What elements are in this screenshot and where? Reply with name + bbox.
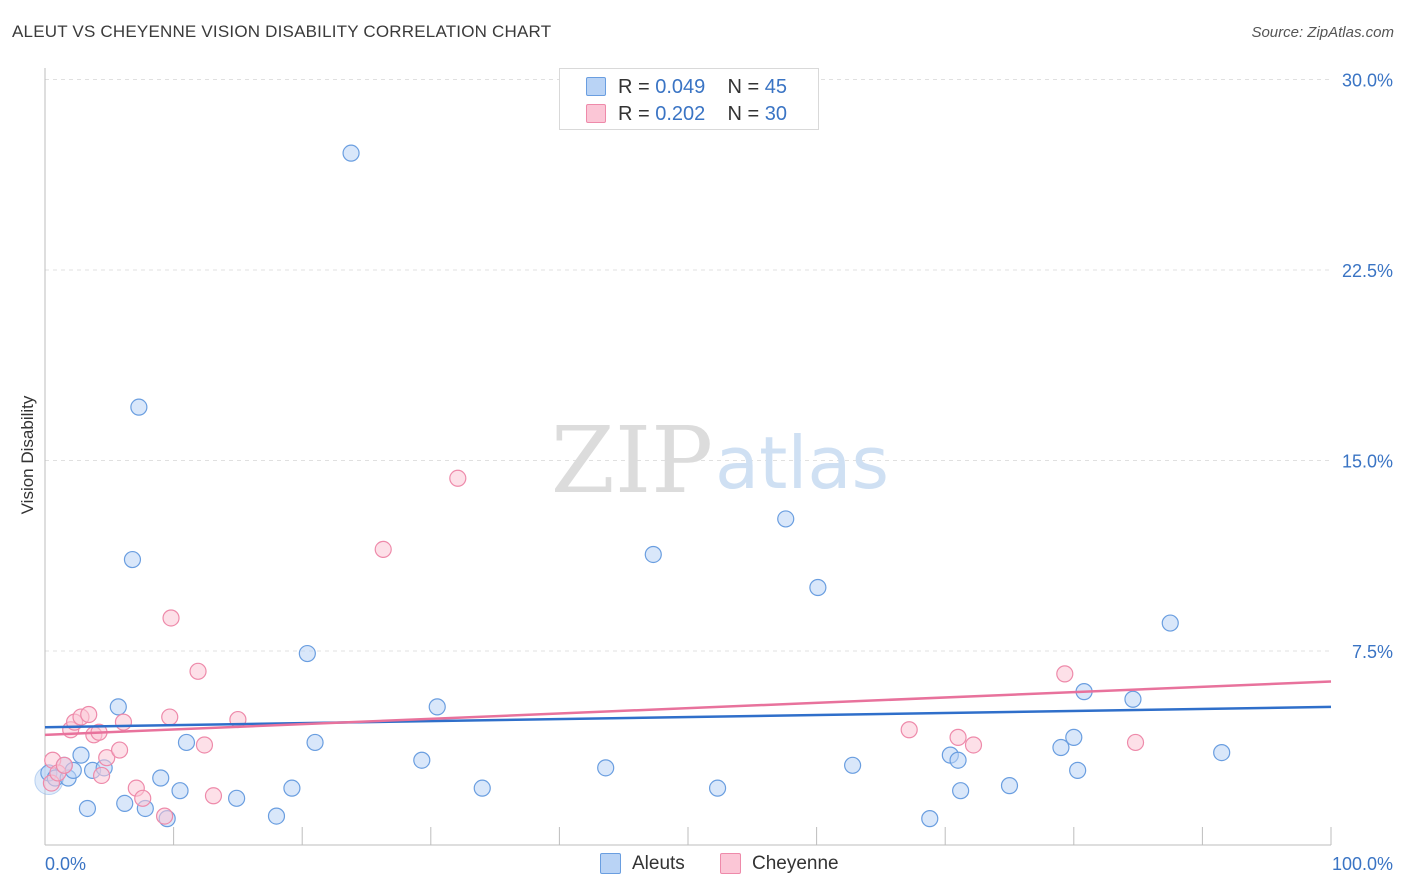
aleuts-point — [152, 769, 170, 787]
aleuts-point — [1213, 743, 1231, 762]
aleuts-point — [473, 779, 491, 797]
aleuts-point — [708, 779, 727, 797]
aleuts-point — [116, 794, 134, 813]
cheyenne-point — [161, 708, 179, 726]
aleuts-swatch — [586, 77, 606, 96]
tick-labels: 7.5% 15.0% 22.5% 30.0% 0.0% 100.0% — [45, 71, 1393, 875]
aleuts-point — [1069, 761, 1087, 779]
cheyenne-point — [155, 807, 174, 825]
y-tick-label: 7.5% — [1352, 642, 1393, 662]
cheyenne-point — [189, 662, 207, 680]
legend-r-label: R = — [618, 76, 650, 98]
aleuts-point — [949, 751, 967, 769]
aleuts-point — [1161, 614, 1179, 632]
y-tick-label: 30.0% — [1342, 71, 1393, 91]
y-tick-label: 22.5% — [1342, 261, 1393, 281]
aleuts-point — [844, 756, 862, 774]
cheyenne-point — [98, 749, 116, 767]
aleuts-trend-line — [44, 705, 1332, 729]
aleuts-point — [177, 733, 196, 752]
y-axis-label: Vision Disability — [18, 395, 37, 515]
legend-n-value: 45 — [764, 76, 788, 98]
aleuts-point — [171, 782, 189, 800]
watermark-atlas: atlas — [715, 421, 889, 505]
aleuts-point — [228, 789, 246, 807]
y-tick-label: 15.0% — [1342, 452, 1393, 472]
cheyenne-point — [110, 741, 129, 759]
data-points — [34, 144, 1231, 828]
x-tick-label: 0.0% — [45, 854, 86, 874]
cheyenne-point — [949, 728, 967, 746]
aleuts-point — [267, 807, 286, 825]
cheyenne-point — [1126, 733, 1145, 752]
axes — [44, 68, 1332, 846]
aleuts-point — [1124, 690, 1142, 708]
x-tick-label: 100.0% — [1332, 854, 1393, 874]
aleuts-point — [72, 746, 90, 764]
aleuts-point — [809, 578, 827, 597]
aleuts-point — [283, 779, 301, 797]
aleuts-point — [130, 398, 148, 416]
aleuts-legend-label: Aleuts — [632, 853, 685, 874]
cheyenne-point — [449, 469, 467, 487]
aleuts-point — [952, 782, 970, 800]
cheyenne-point — [114, 713, 133, 731]
aleuts-point — [413, 751, 431, 769]
aleuts-point — [597, 759, 615, 777]
legend-n-value: 30 — [764, 103, 788, 125]
legend-n-label: N = — [727, 76, 760, 98]
cheyenne-point — [134, 789, 152, 807]
legend-n-label: N = — [727, 103, 760, 125]
aleuts-point — [921, 810, 939, 828]
cheyenne-point — [92, 766, 111, 785]
legend-r-value: 0.202 — [655, 103, 706, 125]
cheyenne-legend-swatch — [720, 853, 741, 874]
aleuts-point — [123, 550, 142, 569]
legend-r-value: 0.049 — [655, 76, 706, 98]
correlation-legend: R = 0.049 N = 45 R = 0.202 N = 30 — [559, 68, 819, 130]
aleuts-point — [777, 510, 795, 528]
cheyenne-swatch — [586, 104, 606, 123]
cheyenne-point — [162, 609, 180, 627]
trend-lines — [44, 680, 1332, 737]
cheyenne-point — [964, 736, 983, 754]
aleuts-point — [1052, 738, 1070, 757]
cheyenne-legend-label: Cheyenne — [752, 853, 839, 874]
aleuts-point — [1065, 728, 1083, 746]
cheyenne-point — [204, 787, 223, 805]
cheyenne-point — [195, 736, 214, 754]
aleuts-point — [298, 644, 316, 663]
aleuts-point — [78, 799, 97, 818]
chart-title: ALEUT VS CHEYENNE VISION DISABILITY CORR… — [12, 22, 552, 41]
watermark-zip: ZIP — [551, 407, 713, 514]
cheyenne-point — [900, 721, 918, 739]
gridlines — [45, 79, 1331, 652]
aleuts-point — [306, 733, 324, 752]
cheyenne-trend-line — [44, 680, 1332, 737]
cheyenne-point — [374, 540, 392, 559]
aleuts-point — [644, 545, 662, 564]
legend-r-label: R = — [618, 103, 650, 125]
aleuts-point — [342, 144, 360, 162]
aleuts-point — [109, 698, 127, 716]
cheyenne-point — [80, 705, 98, 724]
aleuts-legend-swatch — [600, 853, 621, 874]
cheyenne-point — [1056, 665, 1074, 683]
source-credit: Source: ZipAtlas.com — [1251, 24, 1394, 41]
cheyenne-point — [55, 756, 73, 774]
aleuts-point — [428, 698, 446, 716]
aleuts-point — [1000, 777, 1019, 795]
